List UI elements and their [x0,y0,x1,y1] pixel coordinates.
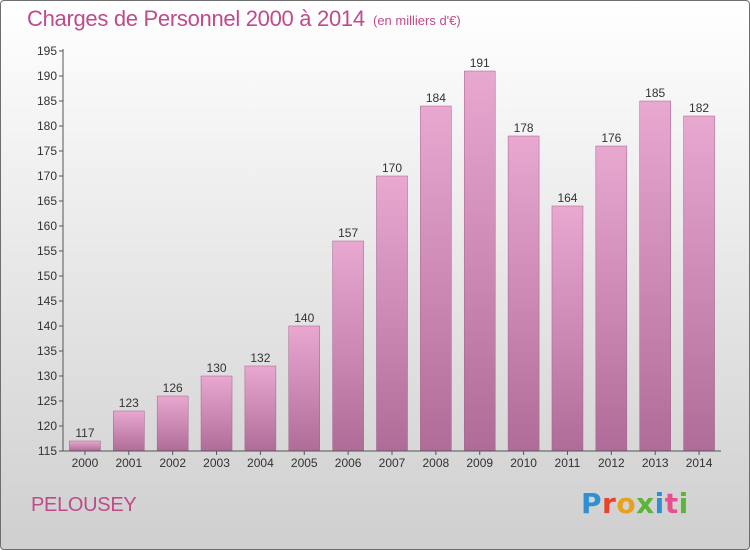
bar [683,115,715,452]
y-tick-label: 170 [37,169,57,183]
y-tick-label: 145 [37,294,57,308]
bar [200,375,233,452]
bar [420,105,452,452]
y-tick-label: 135 [37,344,57,358]
bar [463,70,496,452]
bar [551,205,584,452]
y-axis: 115 120 125 130 135 140 145 150 155 160 165 170 175 1… [37,44,64,458]
bar-value-label: 126 [163,381,183,395]
x-tick-label: 2008 [423,456,450,470]
logo-letter: x [636,487,655,520]
bar [288,325,321,452]
logo-letter: i [678,487,689,520]
y-tick-label: 125 [37,394,57,408]
proxiti-logo: Proxiti [581,487,689,520]
y-tick-label: 120 [37,419,57,433]
x-tick-label: 2011 [555,456,581,470]
x-axis: 2000 2001 2002 2003 2004 2005 2006 2007 2008 2009… [63,450,721,470]
x-tick-label: 2014 [686,456,713,470]
commune-name: PELOUSEY [31,494,137,516]
bar-value-label: 184 [426,91,446,105]
y-tick-label: 185 [37,94,57,108]
bar-value-label: 170 [382,161,402,175]
bar [156,395,189,452]
x-tick-label: 2010 [510,456,537,470]
bar [332,240,364,452]
bar-value-label: 132 [250,351,270,365]
y-tick-label: 155 [37,244,57,258]
bar [69,440,101,452]
bar [113,410,145,452]
y-tick-label: 195 [37,44,57,58]
bar [595,145,628,452]
bar [507,135,540,452]
chart-subtitle: (en milliers d'€) [373,13,461,28]
bar-value-label: 191 [470,56,490,70]
y-tick-label: 175 [37,144,57,158]
x-tick-label: 2009 [466,456,493,470]
bar-value-label: 164 [557,191,577,205]
chart-title: Charges de Personnel 2000 à 2014 [27,6,365,31]
x-tick-label: 2000 [72,456,99,470]
bar [244,365,277,452]
logo-letter: o [616,487,637,520]
x-tick-label: 2005 [291,456,318,470]
x-tick-label: 2001 [115,456,142,470]
logo-letter: P [581,487,603,520]
bar [376,175,408,452]
x-tick-label: 2006 [335,456,362,470]
y-tick-label: 140 [37,319,57,333]
logo-letter: i [654,487,665,520]
y-tick-label: 115 [38,444,57,458]
y-tick-label: 130 [37,369,57,383]
y-tick-label: 150 [37,269,57,283]
bar-value-label: 117 [75,426,94,440]
logo-letter: r [602,487,617,520]
y-tick-label: 160 [37,219,57,233]
y-tick-label: 190 [37,69,57,83]
bar-value-label: 185 [645,86,665,100]
logo-letter: t [664,487,679,520]
bar-value-label: 130 [207,361,227,375]
x-tick-label: 2012 [598,456,625,470]
bar-value-label: 182 [689,101,709,115]
bar-value-label: 157 [338,226,358,240]
bar-value-label: 176 [601,131,621,145]
bar-value-label: 140 [294,311,314,325]
x-tick-label: 2007 [379,456,406,470]
y-tick-label: 165 [37,194,57,208]
bar [639,100,671,452]
x-tick-label: 2002 [159,456,186,470]
x-tick-label: 2003 [203,456,230,470]
bar-value-label: 178 [514,121,534,135]
bars: 117 123 126 130 132 140 157 170 184 191 178 164 176 1… [69,56,715,452]
x-tick-label: 2004 [247,456,274,470]
x-tick-label: 2013 [642,456,669,470]
y-tick-label: 180 [37,119,57,133]
bar-value-label: 123 [119,396,139,410]
